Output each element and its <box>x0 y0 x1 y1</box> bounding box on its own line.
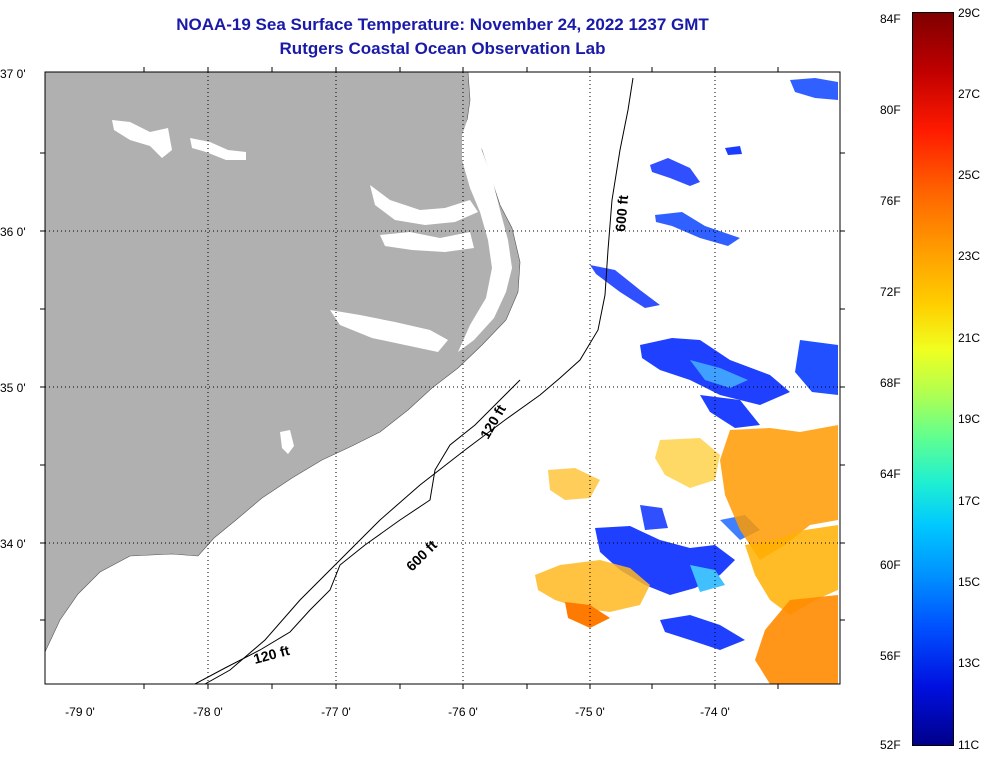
lon-label-77: -77 0' <box>321 705 351 719</box>
lon-label-79: -79 0' <box>65 705 95 719</box>
map-subtitle: Rutgers Coastal Ocean Observation Lab <box>279 39 606 58</box>
pamlico-sound <box>458 118 512 352</box>
sst-warm-patches <box>535 425 838 684</box>
neuse-river <box>330 310 448 352</box>
lon-label-75: -75 0' <box>575 705 605 719</box>
contour-label-600-north: 600 ft <box>612 194 631 232</box>
lon-label-78: -78 0' <box>193 705 223 719</box>
cb-c-15: 15C <box>958 575 981 589</box>
cb-f-64: 64F <box>880 467 901 481</box>
map-frame <box>44 71 841 685</box>
pamlico-river <box>380 232 474 252</box>
cb-f-80: 80F <box>880 103 901 117</box>
axis-ticks <box>40 67 845 689</box>
map-title: NOAA-19 Sea Surface Temperature: Novembe… <box>176 15 709 34</box>
cb-c-25: 25C <box>958 168 981 182</box>
lon-label-76: -76 0' <box>448 705 478 719</box>
cb-c-13: 13C <box>958 656 981 670</box>
lon-label-74: -74 0' <box>700 705 730 719</box>
cb-c-23: 23C <box>958 249 981 263</box>
lake-gaston <box>112 120 172 158</box>
cb-f-72: 72F <box>880 285 901 299</box>
lat-label-35: 35 0' <box>0 381 26 395</box>
sst-cold-patches <box>590 78 838 650</box>
bathymetry-contours <box>194 77 634 684</box>
cb-f-68: 68F <box>880 376 901 390</box>
lake-kerr <box>190 138 246 160</box>
cb-c-11: 11C <box>958 738 980 752</box>
lat-label-37: 37 0' <box>0 67 26 81</box>
albemarle-sound <box>370 185 478 225</box>
cb-c-17: 17C <box>958 494 981 508</box>
cb-f-84: 84F <box>880 12 901 26</box>
contour-label-600-south: 600 ft <box>403 537 440 574</box>
cb-c-27: 27C <box>958 87 981 101</box>
cb-f-56: 56F <box>880 649 901 663</box>
cb-c-21: 21C <box>958 331 981 345</box>
cb-c-19: 19C <box>958 412 981 426</box>
cb-f-60: 60F <box>880 558 901 572</box>
cb-f-76: 76F <box>880 194 901 208</box>
lat-label-34: 34 0' <box>0 537 26 551</box>
cb-f-52: 52F <box>880 738 901 752</box>
graticule <box>45 72 840 684</box>
cb-c-29: 29C <box>958 6 981 20</box>
contour-label-120-mid: 120 ft <box>477 402 509 442</box>
temperature-colorbar <box>912 12 954 746</box>
cape-fear-inlet <box>280 430 294 454</box>
lat-label-36: 36 0' <box>0 225 26 239</box>
land-mass <box>45 72 521 653</box>
contour-label-120-south: 120 ft <box>252 642 292 667</box>
